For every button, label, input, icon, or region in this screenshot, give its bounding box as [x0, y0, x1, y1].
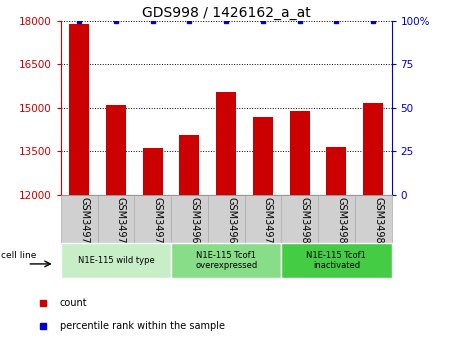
Bar	[208, 195, 244, 243]
Text: GSM34981: GSM34981	[337, 197, 347, 250]
Text: count: count	[60, 298, 87, 308]
Bar	[363, 104, 383, 195]
Bar	[61, 243, 171, 278]
Text: GSM34978: GSM34978	[116, 197, 126, 250]
Bar	[289, 111, 310, 195]
Bar	[134, 195, 171, 243]
Text: GSM34969: GSM34969	[226, 197, 236, 250]
Bar	[253, 117, 273, 195]
Text: N1E-115 Tcof1
inactivated: N1E-115 Tcof1 inactivated	[306, 251, 366, 270]
Bar	[281, 243, 392, 278]
Bar	[106, 105, 126, 195]
Text: GSM34970: GSM34970	[263, 197, 273, 250]
Bar	[171, 195, 208, 243]
Bar	[143, 148, 163, 195]
Text: GSM34977: GSM34977	[79, 197, 89, 250]
Bar	[98, 195, 134, 243]
Text: N1E-115 Tcof1
overexpressed: N1E-115 Tcof1 overexpressed	[195, 251, 257, 270]
Text: cell line: cell line	[1, 251, 36, 260]
Bar	[244, 195, 281, 243]
Bar	[61, 195, 98, 243]
Bar	[326, 147, 346, 195]
Text: GSM34979: GSM34979	[153, 197, 162, 250]
Text: GSM34980: GSM34980	[300, 197, 310, 250]
Bar	[216, 92, 236, 195]
Bar	[281, 195, 318, 243]
Title: GDS998 / 1426162_a_at: GDS998 / 1426162_a_at	[142, 6, 310, 20]
Text: percentile rank within the sample: percentile rank within the sample	[60, 321, 225, 331]
Bar	[318, 195, 355, 243]
Bar	[179, 135, 199, 195]
Bar	[171, 243, 281, 278]
Text: GSM34982: GSM34982	[373, 197, 383, 250]
Text: GSM34968: GSM34968	[189, 197, 199, 250]
Text: N1E-115 wild type: N1E-115 wild type	[77, 256, 154, 265]
Bar	[69, 23, 89, 195]
Bar	[355, 195, 392, 243]
